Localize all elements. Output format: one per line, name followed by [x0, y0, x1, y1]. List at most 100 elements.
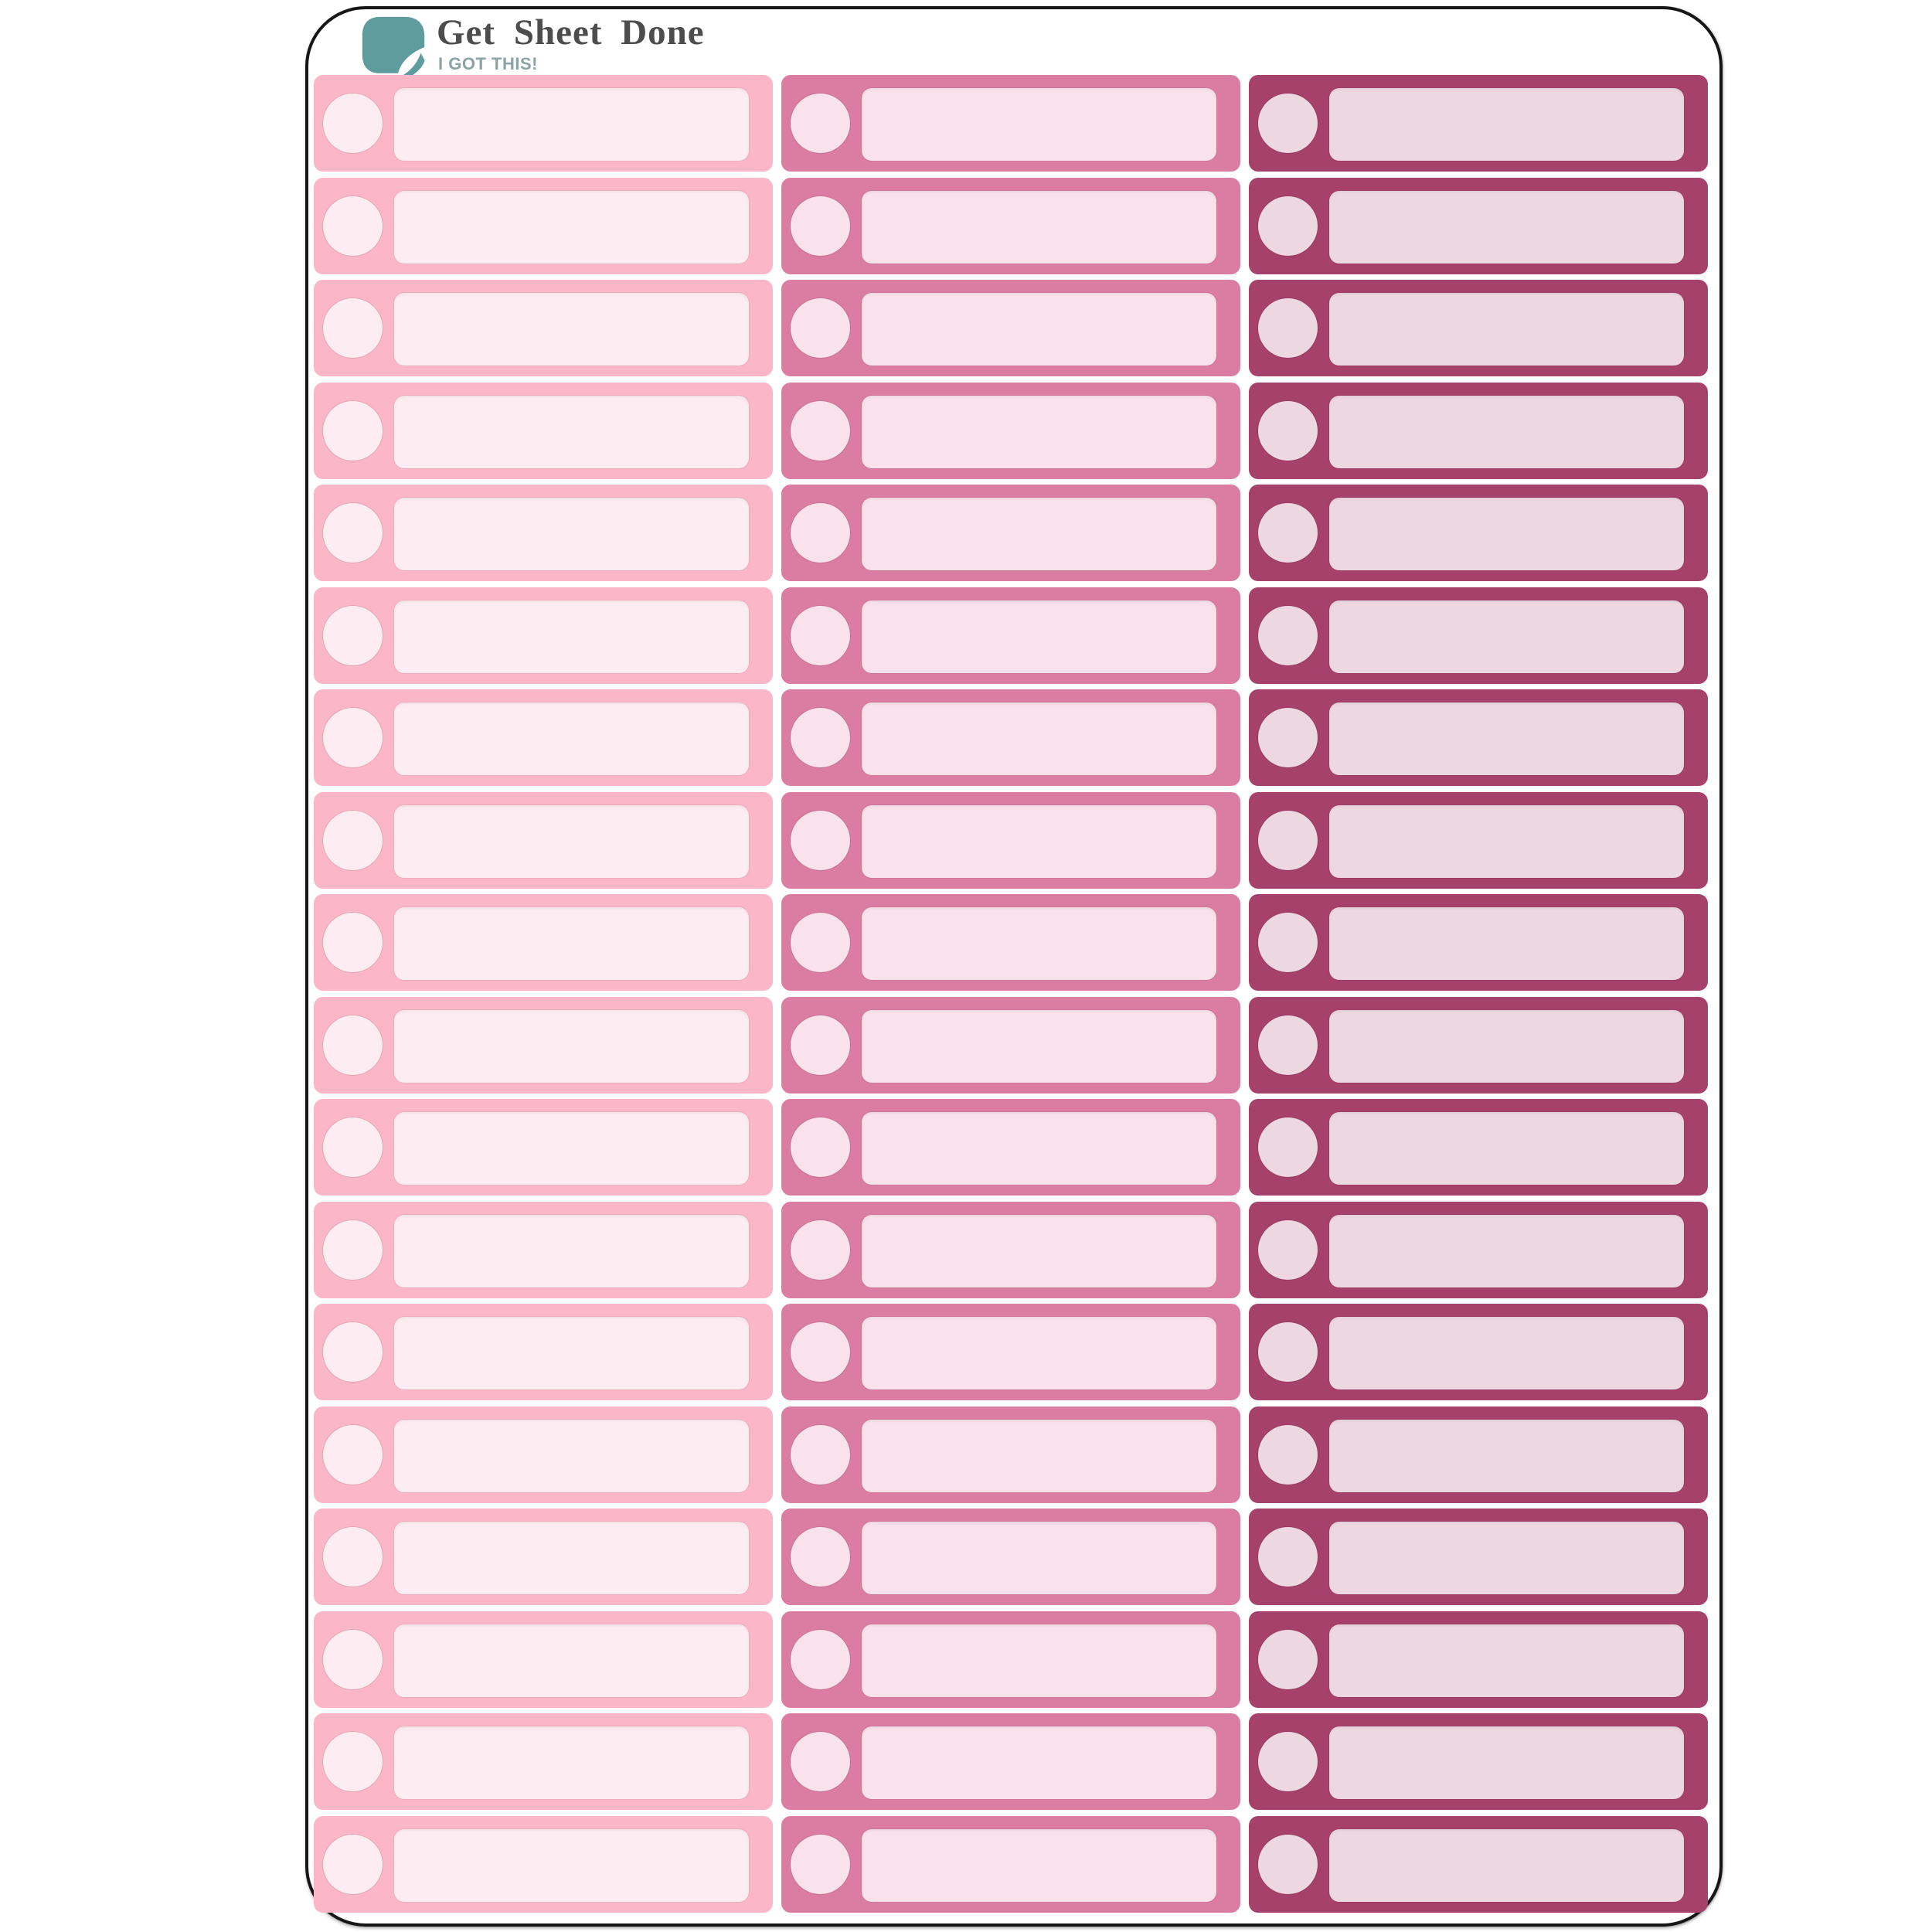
- checkpoint-circle: [323, 1629, 383, 1689]
- writing-field: [1329, 395, 1684, 468]
- writing-field: [862, 1522, 1216, 1594]
- writing-field: [1329, 1317, 1684, 1389]
- writing-field: [1329, 907, 1684, 980]
- checkpoint-circle: [323, 94, 383, 153]
- sticker-column-rose-pink: [781, 75, 1240, 1913]
- writing-field: [862, 1112, 1216, 1185]
- sticker: [781, 1713, 1240, 1810]
- checkpoint-circle: [791, 1117, 850, 1177]
- writing-field: [862, 395, 1216, 468]
- brand-logo: Get Sheet Done I GOT THIS!: [358, 11, 1053, 82]
- sticker: [314, 1099, 773, 1196]
- checkpoint-circle: [1258, 400, 1318, 461]
- sticker: [314, 1406, 773, 1503]
- checkpoint-circle: [1258, 1015, 1318, 1075]
- checkpoint-circle: [791, 1732, 850, 1791]
- writing-field: [1329, 804, 1684, 878]
- checkpoint-circle: [791, 503, 850, 563]
- checkpoint-circle: [791, 810, 850, 870]
- brand-tagline: I GOT THIS!: [438, 54, 538, 73]
- writing-field: [1329, 1009, 1684, 1083]
- writing-field: [394, 1112, 749, 1185]
- sticker-column-light-pink: [314, 75, 773, 1913]
- checkpoint-circle: [323, 503, 383, 563]
- sticker: [1249, 1713, 1708, 1810]
- checkpoint-circle: [323, 913, 383, 972]
- writing-field: [862, 1419, 1216, 1492]
- sticker: [781, 791, 1240, 889]
- sticker: [314, 1713, 773, 1810]
- checkpoint-circle: [1258, 94, 1318, 153]
- checkpoint-circle: [323, 196, 383, 256]
- checkpoint-circle: [323, 1219, 383, 1280]
- checkpoint-circle: [323, 1527, 383, 1587]
- sticker: [1249, 689, 1708, 786]
- sticker: [781, 382, 1240, 479]
- checkpoint-circle: [323, 1834, 383, 1894]
- writing-field: [862, 1726, 1216, 1799]
- sticker: [314, 791, 773, 889]
- checkpoint-circle: [791, 605, 850, 665]
- checkpoint-circle: [1258, 913, 1318, 972]
- writing-field: [394, 1624, 749, 1697]
- checkpoint-circle: [791, 913, 850, 972]
- sticker: [1249, 485, 1708, 581]
- checkpoint-circle: [1258, 1527, 1318, 1587]
- sticker: [1249, 1611, 1708, 1708]
- checkpoint-circle: [1258, 1629, 1318, 1689]
- writing-field: [1329, 190, 1684, 264]
- checkpoint-circle: [1258, 1732, 1318, 1791]
- writing-field: [862, 804, 1216, 878]
- sticker: [314, 1304, 773, 1400]
- checkpoint-circle: [323, 1424, 383, 1485]
- sticker: [1249, 1099, 1708, 1196]
- checkpoint-circle: [1258, 708, 1318, 767]
- sticker: [1249, 1509, 1708, 1605]
- sticker: [781, 996, 1240, 1094]
- writing-field: [394, 600, 749, 673]
- sticker-grid: [314, 75, 1708, 1913]
- sticker: [781, 1304, 1240, 1400]
- writing-field: [862, 600, 1216, 673]
- sticker: [781, 485, 1240, 581]
- checkpoint-circle: [323, 708, 383, 767]
- sticker: [314, 382, 773, 479]
- sticker: [314, 1611, 773, 1708]
- sticker-column-berry: [1249, 75, 1708, 1913]
- checkpoint-circle: [791, 1527, 850, 1587]
- checkpoint-circle: [791, 1424, 850, 1485]
- writing-field: [862, 1828, 1216, 1902]
- sticker: [1249, 177, 1708, 274]
- sticker: [314, 587, 773, 684]
- writing-field: [394, 1214, 749, 1287]
- sticker: [781, 1406, 1240, 1503]
- checkpoint-circle: [791, 94, 850, 153]
- checkpoint-circle: [1258, 196, 1318, 256]
- checkpoint-circle: [1258, 810, 1318, 870]
- writing-field: [394, 293, 749, 366]
- sticker: [781, 280, 1240, 376]
- writing-field: [394, 1828, 749, 1902]
- checkpoint-circle: [791, 1015, 850, 1075]
- sticker: [1249, 382, 1708, 479]
- writing-field: [1329, 1419, 1684, 1492]
- writing-field: [394, 498, 749, 570]
- checkpoint-circle: [1258, 503, 1318, 563]
- writing-field: [862, 498, 1216, 570]
- writing-field: [862, 190, 1216, 264]
- writing-field: [1329, 1522, 1684, 1594]
- sticker: [781, 1611, 1240, 1708]
- checkpoint-circle: [791, 298, 850, 358]
- checkpoint-circle: [1258, 298, 1318, 358]
- sticker: [781, 1509, 1240, 1605]
- writing-field: [394, 395, 749, 468]
- checkpoint-circle: [323, 605, 383, 665]
- checkpoint-circle: [791, 1219, 850, 1280]
- writing-field: [1329, 600, 1684, 673]
- checkpoint-circle: [323, 400, 383, 461]
- sticker: [781, 894, 1240, 991]
- writing-field: [394, 1726, 749, 1799]
- sticker: [314, 177, 773, 274]
- sticker: [1249, 1304, 1708, 1400]
- checkpoint-circle: [323, 1322, 383, 1382]
